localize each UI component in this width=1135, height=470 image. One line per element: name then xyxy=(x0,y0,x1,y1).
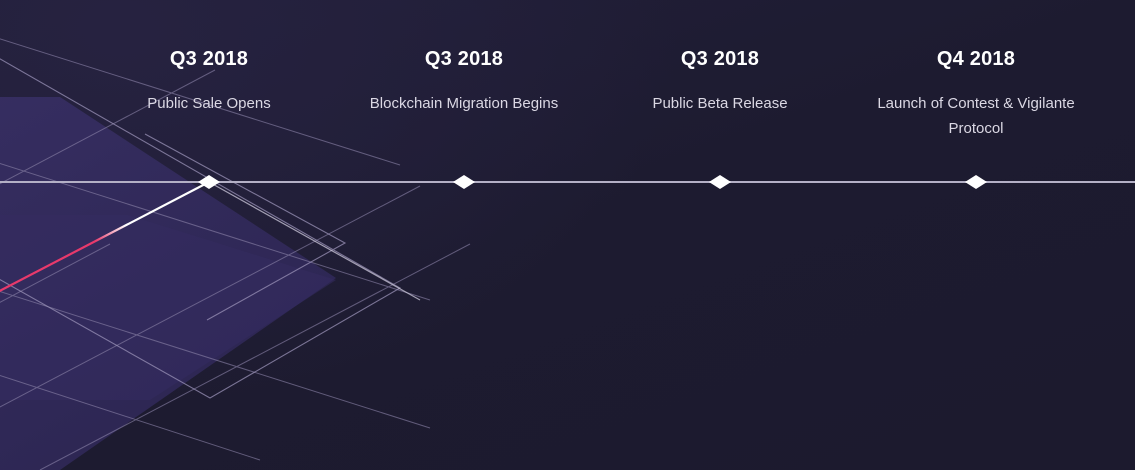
iso-grid-outline xyxy=(0,58,402,399)
milestone-diamond-icon[interactable] xyxy=(708,171,732,193)
milestone-description: Launch of Contest & Vigilante Protocol xyxy=(877,95,1075,137)
milestone-description: Blockchain Migration Begins xyxy=(369,95,559,112)
accent-diagonal-line xyxy=(0,181,210,293)
milestone-description: Public Beta Release xyxy=(652,95,788,112)
milestone-diamond-icon[interactable] xyxy=(197,171,221,193)
milestone-launch-of-contest-vigilante-protocol: Q4 2018 Launch of Contest & Vigilante Pro… xyxy=(861,46,1091,141)
lead-in-diagonal-line xyxy=(208,181,421,301)
milestone-blockchain-migration-begins: Q3 2018 Blockchain Migration Begins xyxy=(349,46,579,116)
milestone-diamond-icon[interactable] xyxy=(964,171,988,193)
milestone-quarter-label: Q3 2018 xyxy=(169,48,249,70)
milestone-quarter-label: Q4 2018 xyxy=(936,48,1016,70)
iso-plane-fill-secondary xyxy=(0,215,336,400)
milestone-public-beta-release: Q3 2018 Public Beta Release xyxy=(605,46,835,116)
milestone-quarter-label: Q3 2018 xyxy=(680,48,760,70)
milestone-description: Public Sale Opens xyxy=(147,95,271,112)
milestone-diamond-icon[interactable] xyxy=(452,171,476,193)
milestone-public-sale-opens: Q3 2018 Public Sale Opens xyxy=(94,46,324,116)
timeline-track xyxy=(0,181,1135,183)
milestone-quarter-label: Q3 2018 xyxy=(424,48,504,70)
iso-grid-lines xyxy=(0,38,471,470)
